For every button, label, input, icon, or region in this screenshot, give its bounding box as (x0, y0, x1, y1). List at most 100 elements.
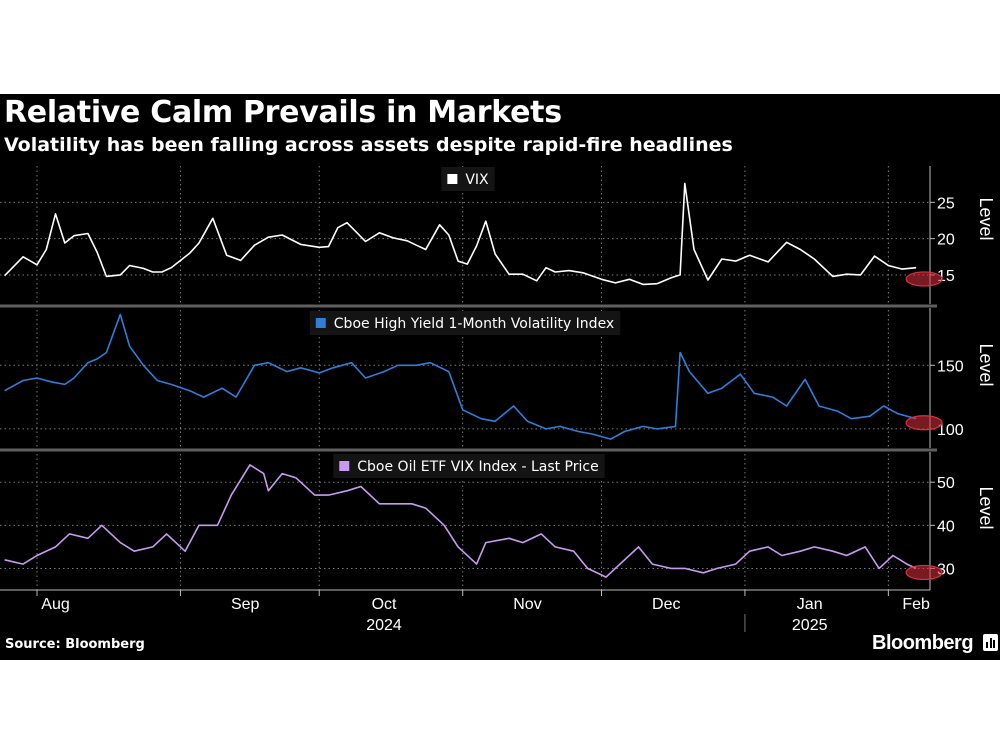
data-point (513, 405, 515, 407)
data-point (50, 381, 52, 383)
data-point (878, 567, 880, 569)
data-point (587, 567, 589, 569)
legend-background (333, 454, 605, 478)
data-point (184, 550, 186, 552)
legend-label: Cboe High Yield 1-Month Volatility Index (334, 316, 614, 332)
bloomberg-terminal-icon (983, 634, 998, 651)
data-point (688, 371, 690, 373)
data-point (73, 377, 75, 379)
data-point (36, 377, 38, 379)
y-tick-label: 40 (937, 518, 955, 535)
data-point (96, 251, 98, 253)
data-point (813, 258, 815, 260)
data-point (22, 380, 24, 382)
data-point (281, 473, 283, 475)
data-point (378, 232, 380, 234)
data-point (221, 387, 223, 389)
data-point (545, 428, 547, 430)
data-point (457, 546, 459, 548)
data-point (901, 268, 903, 270)
data-point (328, 246, 330, 248)
data-point (642, 283, 644, 285)
data-point (462, 409, 464, 411)
data-point (735, 260, 737, 262)
data-point (508, 273, 510, 275)
data-point (96, 358, 98, 360)
data-point (781, 555, 783, 557)
data-point (267, 236, 269, 238)
data-point (610, 438, 612, 440)
data-point (786, 241, 788, 243)
legend-background (309, 311, 621, 335)
data-point (4, 559, 6, 561)
chart-figure: Relative Calm Prevails in Markets Volati… (0, 94, 1000, 660)
data-point (36, 264, 38, 266)
data-point (189, 252, 191, 254)
data-point (684, 567, 686, 569)
data-point (170, 383, 172, 385)
data-point (614, 282, 616, 284)
legend-swatch (339, 461, 350, 471)
data-point (883, 405, 885, 407)
data-point (392, 237, 394, 239)
y-axis-title: Level (976, 486, 996, 529)
data-point (605, 576, 607, 578)
data-point (508, 537, 510, 539)
data-point (716, 567, 718, 569)
x-tick-label-feb: Feb (902, 596, 930, 613)
data-point (55, 546, 57, 548)
data-point (656, 428, 658, 430)
data-point (786, 405, 788, 407)
data-point (601, 278, 603, 280)
data-point (346, 490, 348, 492)
data-point (448, 371, 450, 373)
x-tick-label-nov: Nov (513, 596, 541, 613)
series-line-1 (4, 182, 917, 286)
data-point (568, 270, 570, 272)
data-point (217, 524, 219, 526)
data-point (832, 275, 834, 277)
data-point (702, 572, 704, 574)
data-point (281, 234, 283, 236)
data-point (897, 413, 899, 415)
data-point (249, 464, 251, 466)
data-point (679, 274, 681, 276)
data-point (799, 550, 801, 552)
data-point (638, 546, 640, 548)
legend-swatch (315, 318, 326, 328)
data-point (22, 256, 24, 258)
series-line-3 (4, 464, 917, 578)
data-point (536, 280, 538, 282)
data-point (554, 271, 556, 273)
data-point (425, 507, 427, 509)
data-point (129, 345, 131, 347)
y-axis-title: Level (976, 197, 996, 240)
series-line-2 (4, 313, 917, 440)
data-point (804, 378, 806, 380)
data-point (846, 555, 848, 557)
data-point (559, 425, 561, 427)
data-point (443, 524, 445, 526)
x-tick-label-dec: Dec (652, 596, 680, 613)
y-tick-label: 20 (937, 232, 955, 249)
data-point (485, 542, 487, 544)
data-point (494, 420, 496, 422)
data-point (545, 267, 547, 269)
legend: VIX (441, 167, 495, 191)
data-point (226, 254, 228, 256)
data-point (267, 490, 269, 492)
data-point (573, 550, 575, 552)
data-point (22, 563, 24, 565)
data-point (142, 364, 144, 366)
data-point (55, 213, 57, 215)
data-point (476, 563, 478, 565)
data-point (133, 550, 135, 552)
data-point (300, 367, 302, 369)
data-point (87, 233, 89, 235)
data-point (346, 222, 348, 224)
data-point (397, 364, 399, 366)
data-point (87, 537, 89, 539)
data-point (119, 313, 121, 315)
data-point (198, 524, 200, 526)
